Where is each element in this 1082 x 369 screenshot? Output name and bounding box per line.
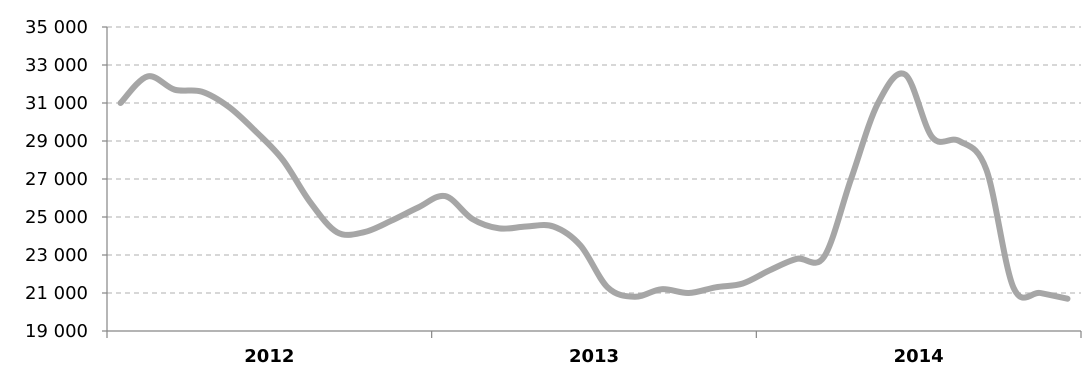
x-category-label: 2012 xyxy=(244,346,294,367)
y-tick-label: 31 000 xyxy=(25,93,88,114)
y-tick-label: 21 000 xyxy=(25,283,88,304)
gridlines xyxy=(107,26,1081,294)
y-tick-label: 25 000 xyxy=(25,207,88,228)
x-category-label: 2014 xyxy=(894,346,944,367)
y-tick-label: 27 000 xyxy=(25,169,88,190)
axes xyxy=(102,26,1082,338)
y-tick-label: 35 000 xyxy=(25,17,88,38)
y-tick-label: 29 000 xyxy=(25,131,88,152)
y-tick-label: 33 000 xyxy=(25,55,88,76)
y-tick-label: 19 000 xyxy=(25,321,88,342)
y-tick-label: 23 000 xyxy=(25,245,88,266)
x-category-label: 2013 xyxy=(569,346,619,367)
y-axis-tick-labels: 19 000 21 000 23 000 25 000 27 000 29 000 31 0… xyxy=(25,17,88,342)
series-line xyxy=(117,70,1071,302)
series-layer xyxy=(117,70,1071,302)
x-axis-category-labels: 2012 2013 2014 xyxy=(244,346,943,367)
